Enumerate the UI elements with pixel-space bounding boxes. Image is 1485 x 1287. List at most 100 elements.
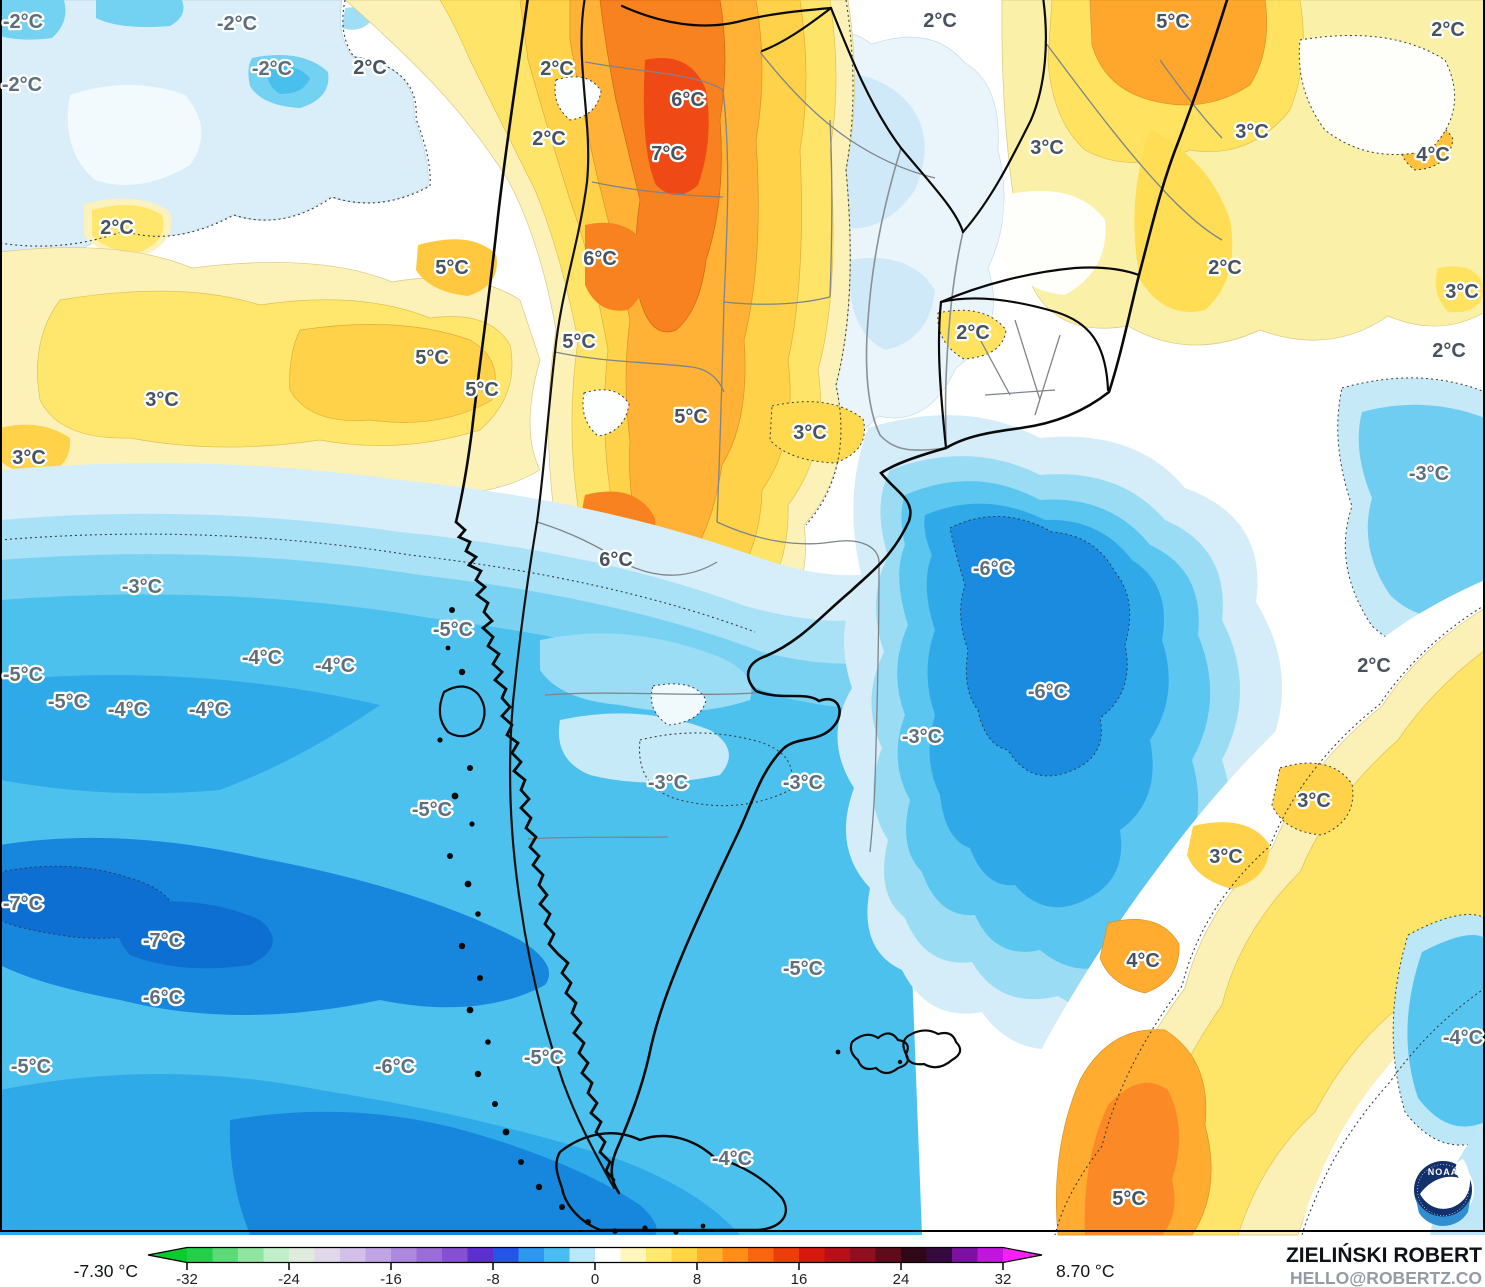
colorbar-segment xyxy=(748,1247,775,1263)
author-contact: HELLO@ROBERTZ.CO xyxy=(1290,1268,1482,1287)
temperature-field xyxy=(0,0,1485,1236)
colorbar-tick-label: -16 xyxy=(380,1271,402,1287)
province-borders xyxy=(527,41,1223,853)
temp-label: 7°C xyxy=(651,143,685,165)
colorbar-tick-label: -8 xyxy=(486,1271,499,1287)
temp-label: -2°C xyxy=(3,11,43,33)
temp-label: 6°C xyxy=(671,89,705,111)
temp-label: 2°C xyxy=(1357,655,1391,677)
colorbar-segment xyxy=(952,1247,979,1263)
country-coastlines xyxy=(438,0,1229,1232)
temp-label: -5°C xyxy=(11,1056,51,1078)
temperature-labels: -2°C -2°C -2°C 2°C -2°C 2°C 5°C 2°C 6°C 7°C 2°C 6°C… xyxy=(0,8,1485,1213)
colorbar-segment xyxy=(391,1247,418,1263)
temp-label: -7°C xyxy=(143,930,183,952)
temp-label: 6°C xyxy=(599,549,633,571)
colorbar-segment xyxy=(875,1247,902,1263)
contour-dashed-lines xyxy=(0,0,1485,1236)
temp-label: -5°C xyxy=(412,799,452,821)
colorbar-left-arrow xyxy=(148,1247,187,1263)
credits: ZIELIŃSKI ROBERT HELLO@ROBERTZ.CO xyxy=(1286,1244,1482,1287)
temp-label: -7°C xyxy=(3,893,43,915)
colorbar-tick-label: 0 xyxy=(591,1271,599,1287)
colorbar-segment xyxy=(238,1247,265,1263)
colorbar-segment xyxy=(569,1247,596,1263)
colorbar-segment xyxy=(850,1247,877,1263)
temp-label: -3°C xyxy=(122,576,162,598)
temp-label: -5°C xyxy=(524,1047,564,1069)
temp-label: 3°C xyxy=(12,447,46,469)
temp-label: -5°C xyxy=(783,958,823,980)
colorbar-tick-label: -24 xyxy=(278,1271,300,1287)
colorbar-tick-label: -32 xyxy=(176,1271,198,1287)
temp-label: 5°C xyxy=(465,379,499,401)
temp-label: 2°C xyxy=(923,10,957,32)
temp-label: 5°C xyxy=(415,347,449,369)
temp-label: 5°C xyxy=(1112,1188,1146,1210)
temp-label: 2°C xyxy=(100,217,134,239)
temp-label: 3°C xyxy=(1209,846,1243,868)
temp-label: -2°C xyxy=(252,58,292,80)
colorbar-segment xyxy=(646,1247,673,1263)
temp-label: 4°C xyxy=(1126,950,1160,972)
temp-label: 2°C xyxy=(1208,257,1242,279)
temp-label: -4°C xyxy=(315,655,355,677)
temp-label: -4°C xyxy=(189,699,229,721)
rivers xyxy=(865,147,964,451)
temp-label: -4°C xyxy=(712,1148,752,1170)
colorbar-segment xyxy=(671,1247,698,1263)
temp-label: 6°C xyxy=(583,248,617,270)
temp-label: -6°C xyxy=(1028,681,1068,703)
colorbar-segment xyxy=(289,1247,316,1263)
temp-label: -6°C xyxy=(143,987,183,1009)
colorbar-segment xyxy=(493,1247,520,1263)
colorbar: -32 -24 -16 -8 0 8 16 24 32 -7.30 °C 8.70 °C xyxy=(74,1246,1115,1287)
temp-label: 4°C xyxy=(1416,144,1450,166)
temp-label: 2°C xyxy=(956,322,990,344)
author-name: ZIELIŃSKI ROBERT xyxy=(1286,1244,1482,1267)
colorbar-segment xyxy=(340,1247,367,1263)
temp-label: -3°C xyxy=(783,772,823,794)
noaa-logo-text: NOAA xyxy=(1428,1167,1459,1177)
colorbar-segment xyxy=(467,1247,494,1263)
colorbar-segment xyxy=(212,1247,239,1263)
colorbar-right-arrow xyxy=(1003,1247,1042,1263)
temp-label: -2°C xyxy=(2,74,42,96)
temp-label: 3°C xyxy=(145,389,179,411)
colorbar-segment xyxy=(187,1247,214,1263)
temp-label: -4°C xyxy=(242,647,282,669)
noaa-logo: NOAA xyxy=(1412,1159,1474,1226)
temp-label: 5°C xyxy=(562,331,596,353)
temp-label: 2°C xyxy=(540,58,574,80)
colorbar-min-label: -7.30 °C xyxy=(74,1261,138,1281)
colorbar-tick-label: 32 xyxy=(995,1271,1012,1287)
colorbar-segment xyxy=(263,1247,290,1263)
temp-label: 2°C xyxy=(532,128,566,150)
temp-label: -3°C xyxy=(1409,463,1449,485)
temp-label: 3°C xyxy=(1030,137,1064,159)
temp-label: 2°C xyxy=(353,57,387,79)
temp-label: 5°C xyxy=(1156,11,1190,33)
colorbar-max-label: 8.70 °C xyxy=(1056,1261,1115,1281)
temp-label: 2°C xyxy=(1432,340,1466,362)
temp-label: 3°C xyxy=(1297,790,1331,812)
fjord-islands xyxy=(437,607,903,1235)
temp-label: 3°C xyxy=(1235,121,1269,143)
colorbar-segment xyxy=(365,1247,392,1263)
colorbar-segment xyxy=(518,1247,545,1263)
temp-label: 3°C xyxy=(793,422,827,444)
colorbar-tick-label: 8 xyxy=(693,1271,701,1287)
temp-label: -6°C xyxy=(375,1056,415,1078)
colorbar-segment xyxy=(314,1247,341,1263)
colorbar-segment xyxy=(544,1247,571,1263)
colorbar-segment xyxy=(799,1247,826,1263)
temp-label: -5°C xyxy=(48,691,88,713)
colorbar-segment xyxy=(926,1247,953,1263)
temp-label: -4°C xyxy=(108,699,148,721)
temp-label: -2°C xyxy=(217,13,257,35)
temp-label: -5°C xyxy=(433,619,473,641)
map-frame xyxy=(0,0,1485,1232)
temp-label: -4°C xyxy=(1443,1027,1483,1049)
